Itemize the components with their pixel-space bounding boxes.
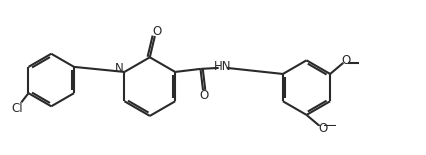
Text: O: O <box>199 89 209 102</box>
Text: O: O <box>318 122 327 135</box>
Text: N: N <box>115 62 124 75</box>
Text: Cl: Cl <box>12 102 23 115</box>
Text: HN: HN <box>213 60 231 73</box>
Text: O: O <box>152 25 161 38</box>
Text: O: O <box>342 54 351 67</box>
